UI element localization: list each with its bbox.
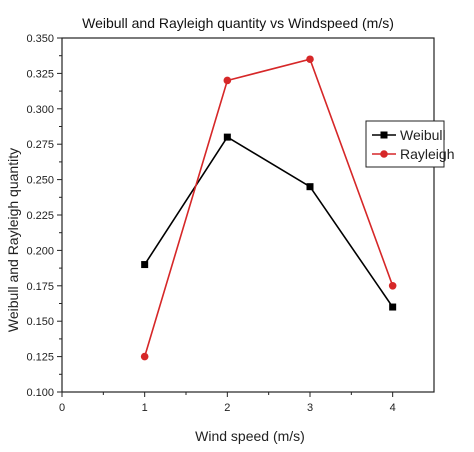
y-tick-label: 0.325 xyxy=(26,68,54,80)
legend-weibull-marker xyxy=(380,131,388,139)
weibull-point xyxy=(141,261,149,269)
rayleigh-line xyxy=(143,58,394,357)
y-tick-label: 0.125 xyxy=(26,352,54,364)
x-axis-title: Wind speed (m/s) xyxy=(195,428,305,444)
plot-frame xyxy=(61,37,435,393)
y-tick-label: 0.225 xyxy=(26,210,54,222)
y-axis-title: Weibull and Rayleigh quantity xyxy=(5,148,21,332)
weibull-point xyxy=(306,183,314,191)
x-tick-label: 0 xyxy=(59,402,65,414)
rayleigh-point xyxy=(306,55,314,64)
y-tick-label: 0.100 xyxy=(26,387,54,399)
y-tick-label: 0.350 xyxy=(26,33,54,45)
series-layer xyxy=(140,55,397,361)
rayleigh-point xyxy=(388,282,397,290)
legend-rayleigh-label: Rayleigh xyxy=(400,146,454,162)
weibull-line xyxy=(143,136,394,308)
plot-area: 0.100 0.125 0.150 0.175 0.200 0.225 0.250 0.275… xyxy=(26,33,435,414)
x-tick-label: 1 xyxy=(142,402,148,414)
y-tick-label: 0.275 xyxy=(26,139,54,151)
x-tick-label: 4 xyxy=(390,402,396,414)
legend: Weibull Rayleigh xyxy=(365,120,454,168)
y-tick-label: 0.175 xyxy=(26,281,54,293)
x-tick-label: 2 xyxy=(224,402,230,414)
y-tick-label: 0.250 xyxy=(26,175,54,187)
legend-rayleigh-marker xyxy=(380,150,388,158)
chart-title: Weibull and Rayleigh quantity vs Windspe… xyxy=(82,15,394,31)
rayleigh-point xyxy=(223,76,232,85)
weibull-point xyxy=(223,133,231,141)
rayleigh-point xyxy=(140,352,149,361)
x-tick-label: 3 xyxy=(307,402,313,414)
y-tick-label: 0.200 xyxy=(26,245,54,257)
weibull-point xyxy=(389,303,397,311)
y-tick-label: 0.150 xyxy=(26,316,54,328)
legend-weibull-label: Weibull xyxy=(400,127,446,143)
legend-box xyxy=(365,120,445,168)
y-tick-label: 0.300 xyxy=(26,104,54,116)
